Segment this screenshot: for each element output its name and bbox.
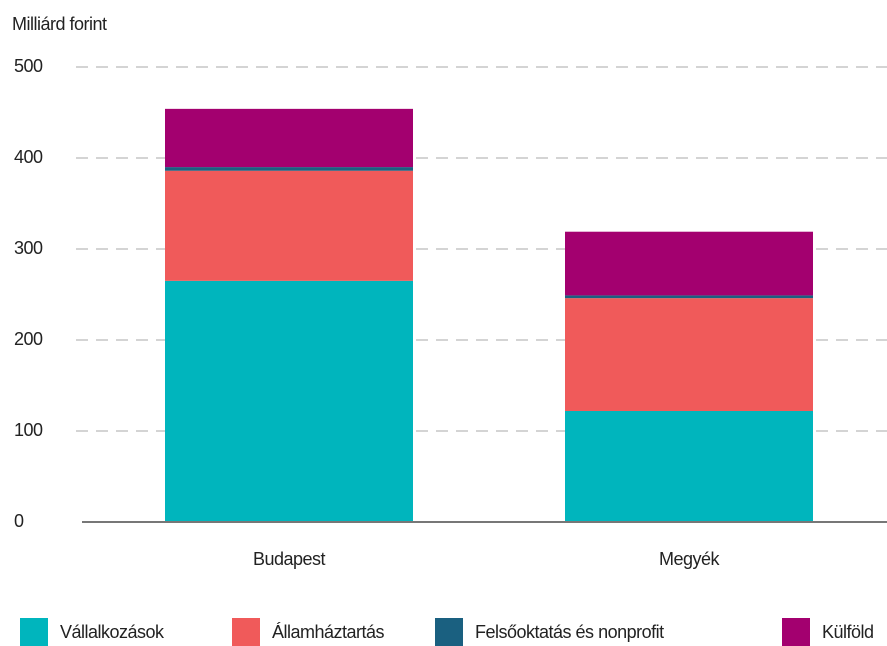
y-tick-label: 200	[14, 329, 43, 349]
bar-segment	[165, 170, 413, 281]
legend-swatch	[20, 618, 48, 646]
legend-swatch	[435, 618, 463, 646]
legend-label: Felsőoktatás és nonprofit	[475, 622, 664, 642]
y-axis-label: Milliárd forint	[12, 14, 107, 34]
y-tick-label: 500	[14, 56, 43, 76]
bar-segment	[165, 280, 413, 522]
y-tick-label: 300	[14, 238, 43, 258]
y-tick-label: 100	[14, 420, 43, 440]
bar-segment	[565, 295, 813, 299]
x-tick-label: Budapest	[253, 549, 326, 569]
legend-label: Államháztartás	[272, 622, 385, 642]
x-tick-label: Megyék	[659, 549, 721, 569]
y-tick-label: 0	[14, 511, 24, 531]
bar-segment	[565, 231, 813, 296]
bar-segment	[165, 167, 413, 171]
bar-segment	[165, 108, 413, 168]
bar-segment	[565, 410, 813, 522]
legend-label: Külföld	[822, 622, 874, 642]
y-tick-label: 400	[14, 147, 43, 167]
legend-label: Vállalkozások	[60, 622, 165, 642]
bar-segment	[565, 298, 813, 411]
legend-swatch	[782, 618, 810, 646]
legend-swatch	[232, 618, 260, 646]
